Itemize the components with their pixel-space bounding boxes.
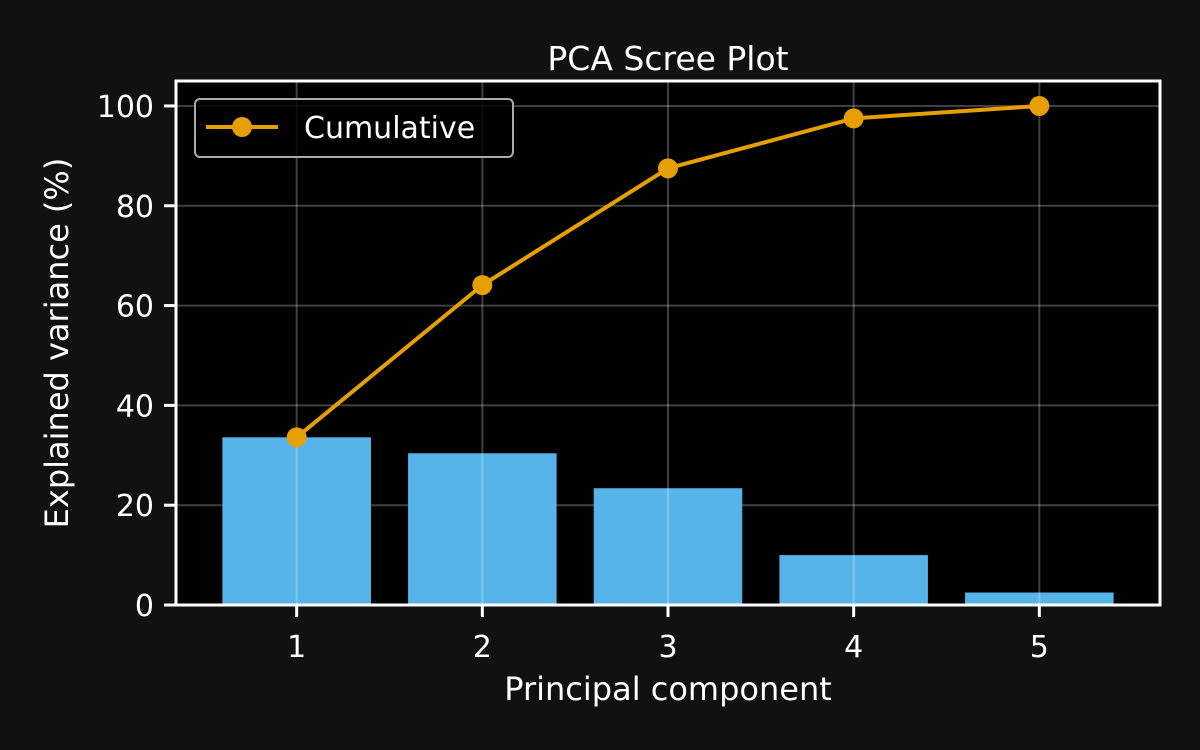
bar-component-2 bbox=[408, 453, 557, 605]
bar-component-5 bbox=[965, 592, 1114, 605]
x-tick-label: 5 bbox=[1030, 630, 1049, 665]
legend-marker-swatch bbox=[232, 117, 252, 137]
cumulative-point-4 bbox=[843, 108, 864, 129]
x-tick-label: 2 bbox=[473, 630, 492, 665]
axis-ticks: 0 20 40 60 80 100 1 2 3 4 5 bbox=[97, 90, 1049, 665]
bar-component-4 bbox=[779, 555, 928, 605]
y-tick-label: 20 bbox=[116, 489, 154, 524]
cumulative-point-3 bbox=[658, 158, 678, 179]
legend-entry-cumulative: Cumulative bbox=[304, 111, 475, 146]
y-tick-label: 60 bbox=[116, 290, 154, 325]
x-tick-label: 3 bbox=[658, 630, 677, 665]
cumulative-point-5 bbox=[1029, 95, 1050, 116]
y-tick-label: 80 bbox=[116, 190, 154, 225]
cumulative-point-1 bbox=[286, 427, 307, 448]
x-axis-label: Principal component bbox=[504, 670, 832, 708]
legend-box bbox=[194, 98, 514, 158]
y-tick-label: 40 bbox=[116, 389, 154, 424]
x-tick-label: 4 bbox=[844, 630, 863, 665]
legend: Cumulative bbox=[194, 98, 514, 158]
y-tick-label: 100 bbox=[97, 90, 154, 125]
y-axis-label: Explained variance (%) bbox=[38, 158, 76, 529]
bar-component-1 bbox=[222, 437, 371, 605]
x-tick-label: 1 bbox=[287, 630, 306, 665]
bar-component-3 bbox=[593, 488, 743, 605]
y-tick-label: 0 bbox=[135, 589, 154, 624]
cumulative-point-2 bbox=[472, 275, 493, 296]
cumulative-line-group bbox=[286, 95, 1050, 448]
bars-group bbox=[222, 437, 1114, 605]
chart-title: PCA Scree Plot bbox=[547, 39, 788, 78]
